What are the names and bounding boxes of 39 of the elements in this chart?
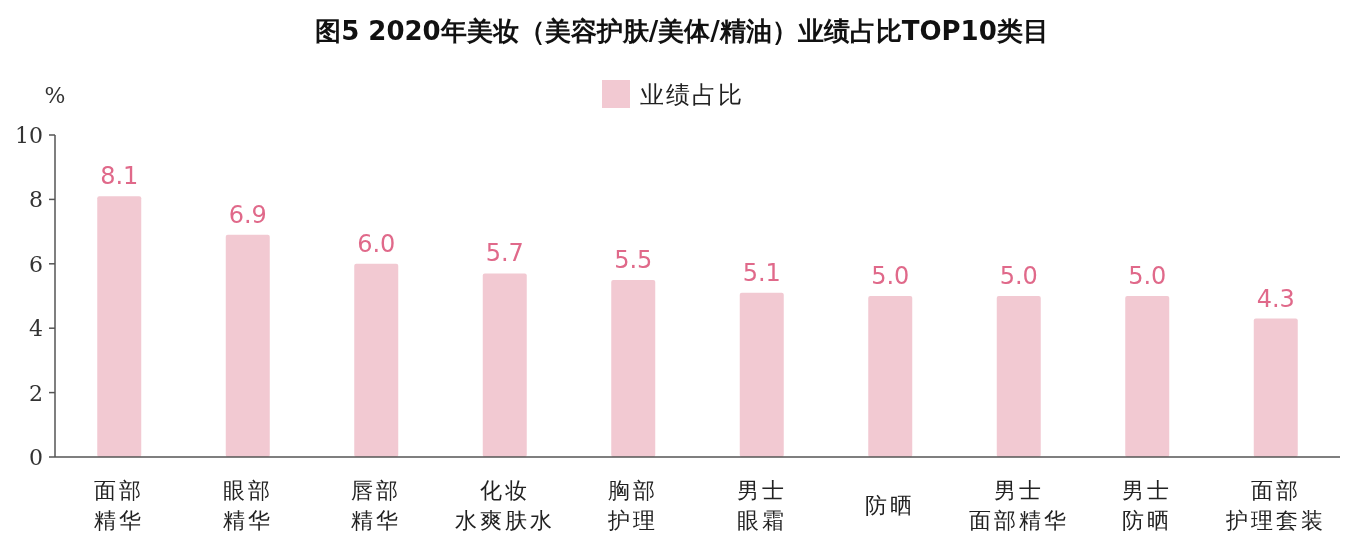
y-tick-label: 2 xyxy=(29,380,43,406)
text: 5.5 xyxy=(614,245,653,274)
bar xyxy=(354,263,399,457)
text: 6.9 xyxy=(228,200,267,229)
bar xyxy=(996,296,1041,457)
x-tick-label: 眼部精华 xyxy=(222,478,273,533)
text: 6.0 xyxy=(357,229,396,258)
bar xyxy=(1125,296,1170,457)
bar xyxy=(225,234,270,457)
y-tick-label: 10 xyxy=(15,123,43,148)
y-tick-label: 0 xyxy=(29,445,43,470)
x-tick-label: 面部护理套装 xyxy=(1224,478,1326,533)
x-tick-label: 面部精华 xyxy=(94,478,145,533)
x-tick-label: 男士眼霜 xyxy=(736,478,787,533)
text: 5.7 xyxy=(485,239,524,268)
y-tick-label: 6 xyxy=(29,251,43,277)
bar xyxy=(739,292,784,457)
text: 8.1 xyxy=(100,162,139,191)
text: 5.0 xyxy=(871,262,910,290)
legend-label: 业绩占比 xyxy=(640,81,744,109)
x-tick-label: 化妆水爽肤水 xyxy=(454,478,555,533)
x-tick-label: 胸部护理 xyxy=(607,478,659,533)
bar xyxy=(611,279,656,457)
text: 5.0 xyxy=(999,262,1038,290)
bar xyxy=(1253,318,1298,457)
text: 4.3 xyxy=(1256,284,1295,313)
x-tick-label: 男士面部精华 xyxy=(968,478,1069,533)
y-tick-label: 8 xyxy=(29,187,43,213)
chart-title: 图5 2020年美妆（美容护肤/美体/精油）业绩占比TOP10类目 xyxy=(315,16,1049,46)
y-tick-label: 4 xyxy=(29,316,43,342)
x-tick-label: 防晒 xyxy=(865,493,916,518)
text: 5.0 xyxy=(1128,262,1167,290)
bar xyxy=(482,273,527,457)
text: 5.1 xyxy=(742,258,781,287)
x-tick-label: 男士防晒 xyxy=(1122,478,1173,533)
x-tick-label: 唇部精华 xyxy=(351,478,402,533)
y-axis-title: % xyxy=(44,83,66,108)
bar xyxy=(97,196,142,457)
bar xyxy=(868,296,913,457)
